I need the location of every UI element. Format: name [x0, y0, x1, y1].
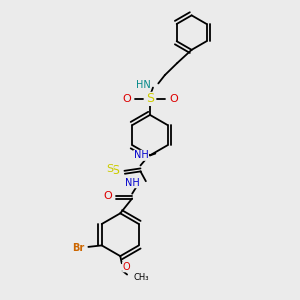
- Text: O: O: [122, 94, 131, 104]
- Text: O: O: [103, 191, 112, 201]
- Text: S: S: [111, 164, 119, 177]
- Text: NH: NH: [134, 150, 148, 160]
- Text: S: S: [106, 164, 113, 174]
- Text: Br: Br: [72, 243, 84, 253]
- Text: HN: HN: [136, 80, 151, 90]
- Text: O: O: [122, 262, 130, 272]
- Text: CH₃: CH₃: [133, 273, 148, 282]
- Text: S: S: [146, 92, 154, 105]
- Text: NH: NH: [124, 178, 139, 188]
- Text: O: O: [169, 94, 178, 104]
